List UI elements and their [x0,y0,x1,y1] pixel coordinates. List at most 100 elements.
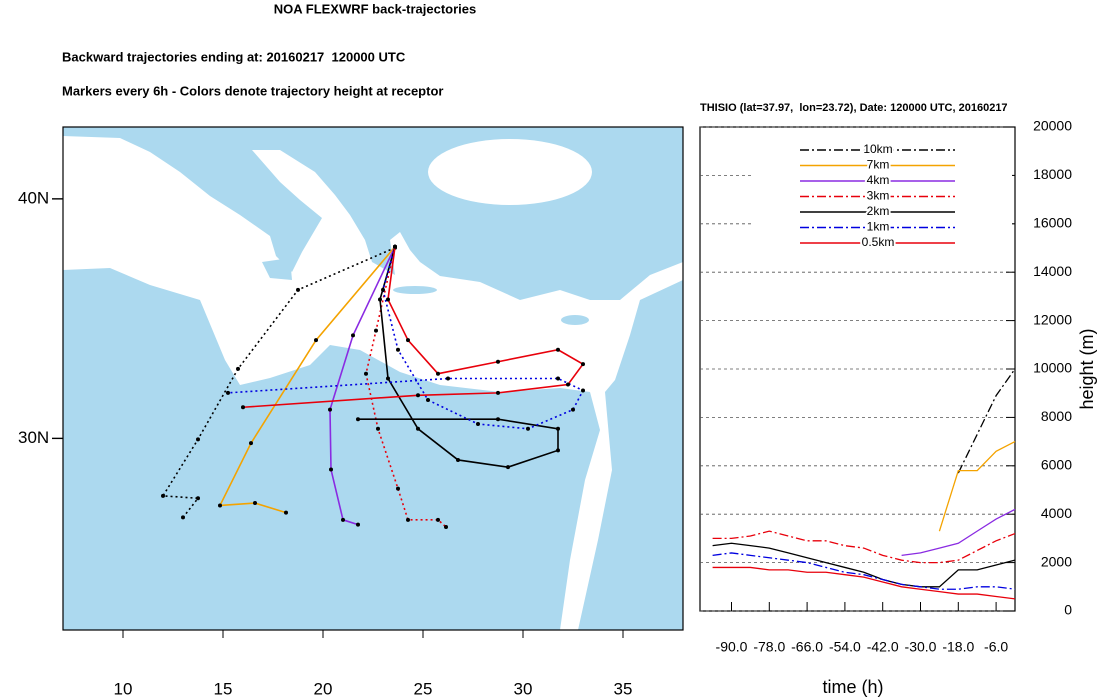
y-tick-label: 12000 [1033,311,1072,327]
trajectory-marker [328,407,332,412]
x-tick-label: -42.0 [867,639,899,655]
height-line [712,566,1016,600]
figure-caption: Markers every 6h - Colors denote traject… [62,83,443,98]
x-tick-label: -6.0 [984,639,1008,655]
trajectory-marker [581,388,585,393]
x-tick-label: 35 [614,679,633,698]
trajectory-marker [376,426,380,431]
y-tick-label: 6000 [1041,457,1072,473]
trajectory-marker [556,347,560,352]
y-tick-label: 2000 [1041,553,1072,569]
trajectory-marker [249,441,253,446]
trajectory-marker [381,287,385,292]
x-axis-label: time (h) [822,677,883,697]
trajectory-marker [341,517,345,522]
trajectory-marker [253,501,257,506]
y-axis-label: height (m) [1077,328,1097,409]
trajectory-marker [476,422,480,427]
x-tick-label: 30 [514,679,533,698]
height-line [938,441,1016,532]
trajectory-marker [196,496,200,501]
legend-label: 3km [867,189,890,203]
trajectory-marker [436,371,440,376]
trajectory-marker [436,517,440,522]
trajectory-marker [284,510,288,515]
x-tick-label: -18.0 [942,639,974,655]
trajectory-marker [386,376,390,381]
x-tick-label: -78.0 [753,639,785,655]
x-tick-label: 10 [114,679,133,698]
trajectory-marker [556,426,560,431]
legend-label: 2km [867,204,890,218]
trajectory-marker [566,382,570,387]
height-line [712,552,1016,590]
trajectory-marker [446,376,450,381]
y-tick-label: 30N [18,428,49,447]
y-tick-label: 10000 [1033,360,1072,376]
trajectory-marker [416,426,420,431]
x-tick-label: 15 [214,679,233,698]
trajectory-marker [241,405,245,410]
figure-title: NOA FLEXWRF back-trajectories [274,1,477,16]
height-line [712,530,1016,564]
height-line [957,368,1016,474]
trajectory-marker [236,366,240,371]
trajectory-marker [329,467,333,472]
trajectory-marker [581,362,585,367]
trajectory-marker [226,390,230,395]
trajectory-marker [444,525,448,530]
map-background [62,126,684,631]
y-tick-label: 8000 [1041,408,1072,424]
trajectory-marker [526,426,530,431]
trajectory-marker [506,465,510,470]
y-tick-label: 4000 [1041,505,1072,521]
figure-subtitle: Backward trajectories ending at: 2016021… [62,49,406,64]
trajectory-marker [181,515,185,520]
trajectory [329,246,396,526]
trajectory-marker [556,376,560,381]
trajectory-marker [386,297,390,302]
trajectory-marker [393,244,397,249]
chart-title: THISIO (lat=37.97, lon=23.72), Date: 120… [700,102,1008,114]
legend-label: 10km [863,142,892,156]
trajectory-marker [374,328,378,333]
trajectory-marker [296,287,300,292]
trajectory-marker [364,371,368,376]
trajectory [218,246,396,514]
trajectory-marker [496,417,500,422]
height-line [901,508,1016,556]
trajectory-marker [351,333,355,338]
x-tick-label: 20 [314,679,333,698]
trajectory-marker [356,417,360,422]
legend-label: 0.5km [862,235,895,249]
trajectory-marker [556,448,560,453]
height-line [712,542,1016,588]
trajectory-marker [356,522,360,527]
trajectory-marker [396,347,400,352]
x-tick-label: 25 [414,679,433,698]
y-tick-label: 40N [18,188,49,207]
y-tick-label: 0 [1064,602,1072,618]
trajectory-marker [496,359,500,364]
y-tick-label: 14000 [1033,263,1072,279]
trajectory-marker [416,393,420,398]
trajectory [358,246,559,468]
x-tick-label: -66.0 [791,639,823,655]
legend-label: 7km [867,158,890,172]
trajectory-marker [396,486,400,491]
y-tick-label: 18000 [1033,166,1072,182]
x-tick-label: -54.0 [829,639,861,655]
trajectory-marker [406,338,410,343]
y-tick-label: 20000 [1033,118,1072,134]
trajectory-marker [196,437,200,442]
trajectory-marker [456,457,460,462]
x-tick-label: -30.0 [905,639,937,655]
trajectory-marker [378,297,382,302]
legend-label: 4km [867,173,890,187]
trajectory-marker [406,517,410,522]
trajectory-marker [426,398,430,403]
y-tick-label: 16000 [1033,215,1072,231]
legend-label: 1km [867,220,890,234]
x-tick-label: -90.0 [716,639,748,655]
